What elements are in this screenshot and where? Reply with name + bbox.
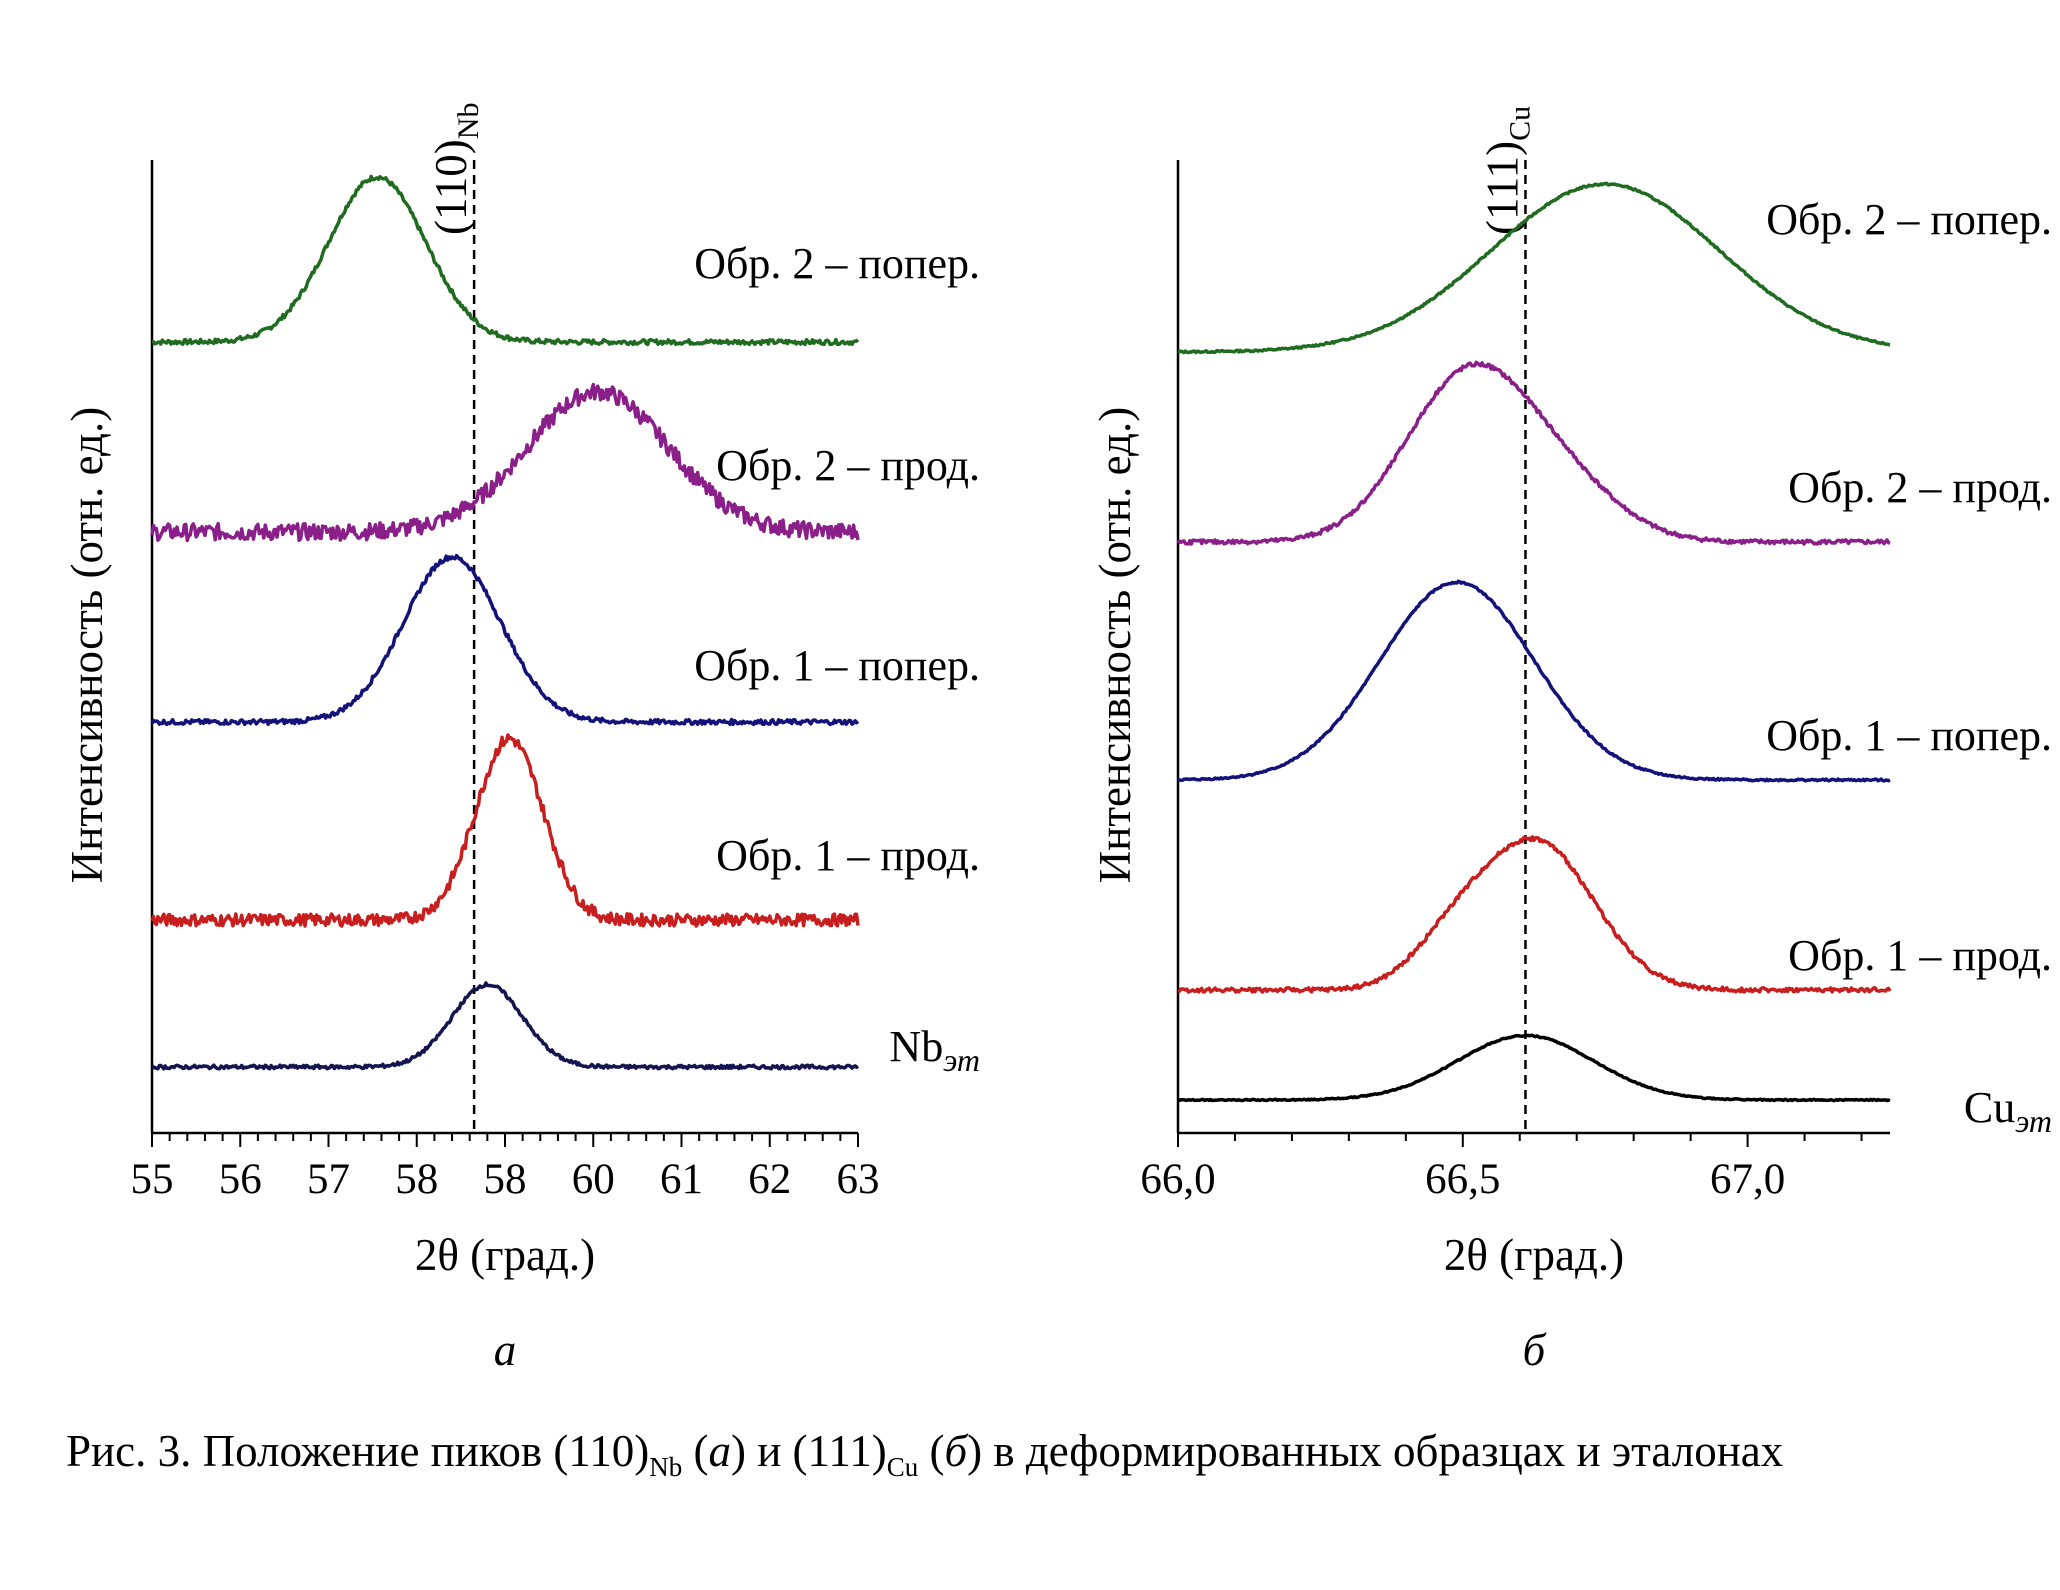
series-label: Обр. 1 – попер. bbox=[694, 641, 980, 690]
panel-label: б bbox=[1523, 1325, 1547, 1375]
panel-label: а bbox=[494, 1325, 517, 1375]
series-line bbox=[1177, 181, 1891, 355]
reference-line-label: (111)Cu bbox=[1477, 106, 1536, 235]
series-label: Обр. 1 – прод. bbox=[1788, 931, 2052, 980]
caption-prefix: Рис. 3. Положение пиков (110) bbox=[66, 1426, 650, 1476]
x-tick-label: 62 bbox=[748, 1156, 791, 1203]
series-line bbox=[1177, 579, 1891, 783]
series-line bbox=[150, 733, 860, 928]
chart-panel-b: 66,0 66,5 67,0 2θ (град.) Интенсивность (отн… bbox=[1090, 106, 2052, 1375]
caption-mid3: ( bbox=[918, 1426, 945, 1476]
reference-line-label: (110)Nb bbox=[426, 103, 485, 235]
series-label: Cuэт bbox=[1964, 1083, 2052, 1139]
series-label: Обр. 2 – попер. bbox=[1766, 195, 2052, 244]
caption-sub-cu: Cu bbox=[886, 1452, 919, 1482]
x-tick-label: 57 bbox=[307, 1156, 350, 1203]
y-axis-label: Интенсивность (отн. ед.) bbox=[1090, 407, 1140, 883]
x-tick-label: 66,5 bbox=[1425, 1156, 1500, 1203]
caption-mid2: ) и (111) bbox=[730, 1426, 887, 1476]
x-tick-label: 55 bbox=[131, 1156, 174, 1203]
series-label: Обр. 1 – прод. bbox=[716, 831, 980, 880]
figure-caption: Рис. 3. Положение пиков (110)Nb (а) и (1… bbox=[66, 1425, 2026, 1483]
x-tick-label: 63 bbox=[837, 1156, 880, 1203]
series-line bbox=[1177, 835, 1892, 994]
x-tick-label: 66,0 bbox=[1140, 1156, 1215, 1203]
chart-panel-a: 55 56 57 58 58 60 61 62 63 2θ (град.) Интенсивност… bbox=[62, 103, 980, 1375]
x-tick-label: 60 bbox=[572, 1156, 615, 1203]
caption-panel-a: а bbox=[708, 1426, 731, 1476]
x-tick-label: 67,0 bbox=[1710, 1156, 1785, 1203]
caption-sub-nb: Nb bbox=[649, 1452, 683, 1482]
x-tick-label: 61 bbox=[660, 1156, 703, 1203]
x-tick-label: 58 bbox=[395, 1156, 438, 1203]
series-label: Обр. 2 – прод. bbox=[1788, 463, 2052, 512]
x-tick-label: 56 bbox=[219, 1156, 262, 1203]
series-label: Обр. 2 – прод. bbox=[716, 441, 980, 490]
series-line bbox=[1176, 360, 1891, 546]
series-line bbox=[150, 553, 860, 727]
series-label: Обр. 1 – попер. bbox=[1766, 711, 2052, 760]
y-axis-label: Интенсивность (отн. ед.) bbox=[62, 407, 112, 883]
series-label: Nbэт bbox=[889, 1022, 980, 1078]
x-axis-label: 2θ (град.) bbox=[1444, 1230, 1624, 1280]
caption-panel-b: б bbox=[944, 1426, 968, 1476]
series-line bbox=[150, 382, 860, 543]
caption-suffix: ) в деформированных образцах и эталонах bbox=[967, 1426, 1784, 1476]
x-tick-label: 58 bbox=[484, 1156, 527, 1203]
series-line bbox=[150, 981, 860, 1071]
x-axis-label: 2θ (град.) bbox=[415, 1230, 595, 1280]
caption-mid1: ( bbox=[682, 1426, 709, 1476]
series-line bbox=[151, 174, 860, 347]
series-label: Обр. 2 – попер. bbox=[694, 239, 980, 288]
series-line bbox=[1177, 1033, 1891, 1103]
